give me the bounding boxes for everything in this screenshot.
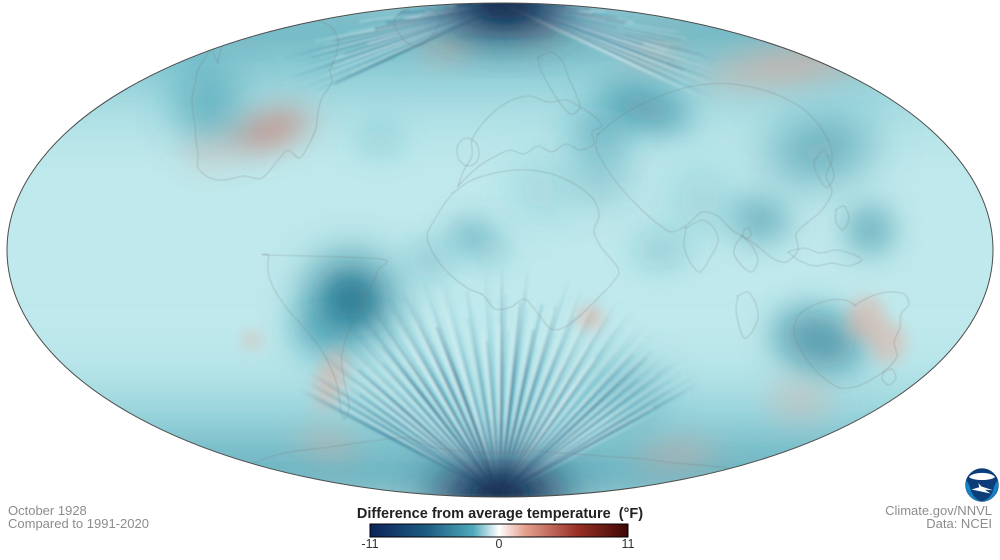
svg-text:Difference from average temper: Difference from average temperature (°F) [357,506,643,522]
svg-text:0: 0 [496,537,503,551]
svg-text:-11: -11 [361,537,378,551]
svg-text:11: 11 [622,537,635,551]
svg-text:NOAA: NOAA [974,474,989,480]
svg-text:Compared to 1991-2020: Compared to 1991-2020 [8,516,149,531]
svg-text:Data: NCEI: Data: NCEI [926,516,992,531]
